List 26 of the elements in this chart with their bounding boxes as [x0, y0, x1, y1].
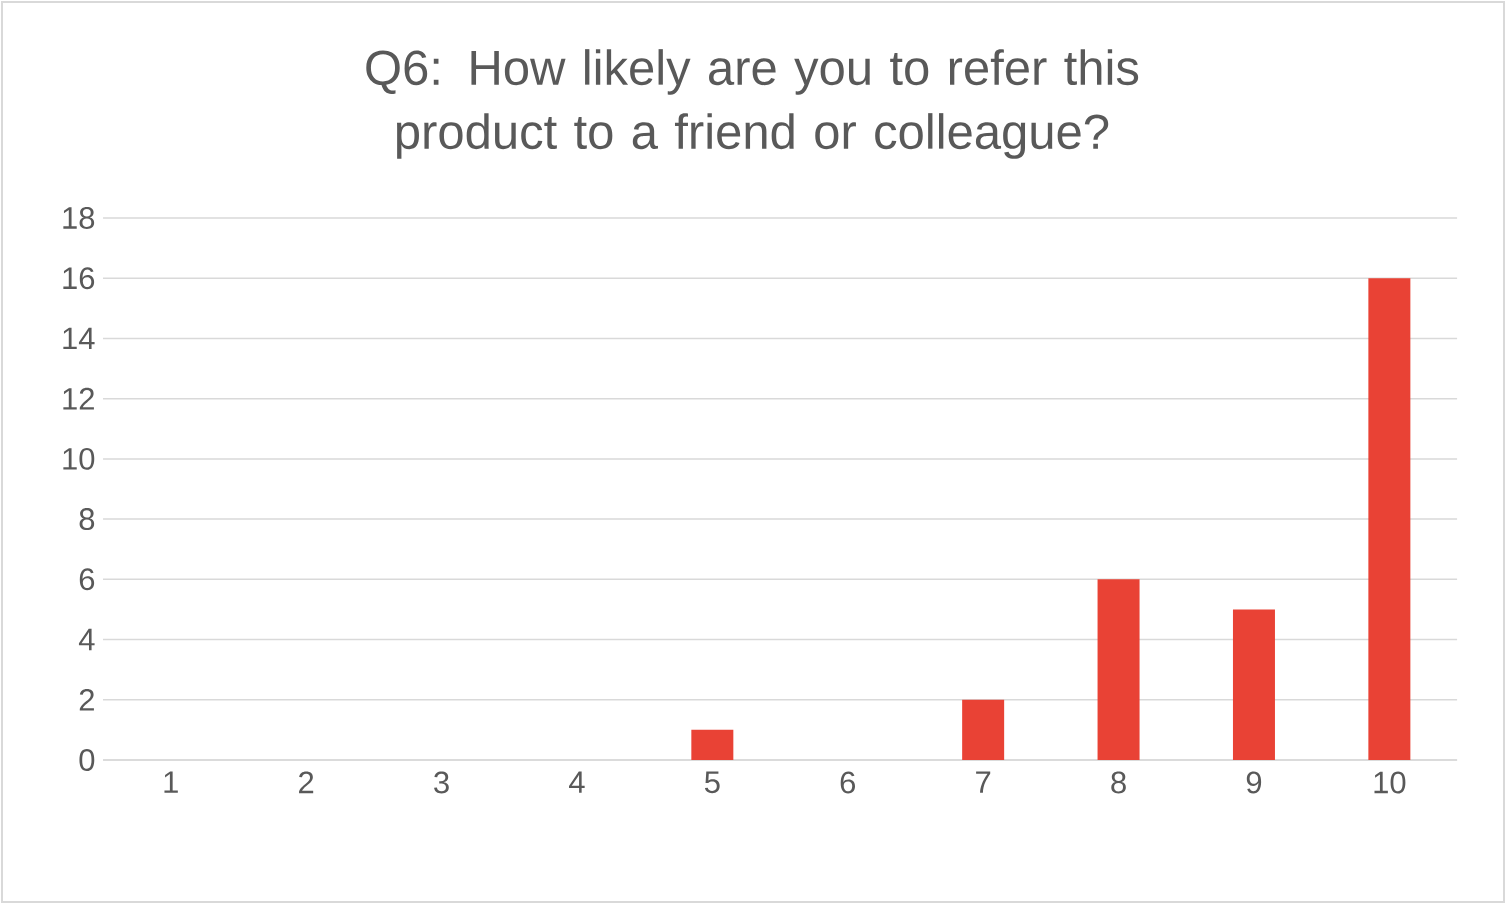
- x-tick-label: 1: [164, 771, 178, 793]
- x-tick-label: 5: [704, 771, 720, 794]
- y-tick-label: 6: [79, 568, 95, 591]
- x-tick-label: 10: [1374, 771, 1406, 794]
- y-tick-label: 16: [63, 267, 95, 290]
- x-tick-label: 4: [569, 771, 585, 793]
- bar: [1232, 609, 1275, 760]
- x-tick-label: 9: [1246, 771, 1262, 794]
- y-tick-label: 12: [63, 387, 94, 410]
- bar: [1097, 579, 1140, 760]
- y-tick-label: 18: [63, 207, 95, 229]
- chart-title: Q6: How likely are you to refer this product to a friend or colleague?: [366, 49, 1139, 159]
- y-tick-label: 0: [79, 749, 95, 771]
- x-tick-label: 6: [840, 771, 856, 794]
- y-tick-label: 10: [63, 447, 95, 470]
- bar: [962, 699, 1005, 760]
- x-tick-label: 3: [434, 771, 449, 794]
- bar: [691, 729, 734, 760]
- y-tick-label: 8: [79, 508, 95, 531]
- y-tick-label: 14: [63, 327, 95, 350]
- x-tick-label: 8: [1111, 771, 1126, 794]
- x-tick-label: 2: [299, 771, 314, 794]
- bar: [1368, 278, 1411, 760]
- y-tick-label: 4: [78, 628, 95, 651]
- x-tick-label: 7: [976, 771, 991, 793]
- y-tick-label: 2: [79, 688, 94, 711]
